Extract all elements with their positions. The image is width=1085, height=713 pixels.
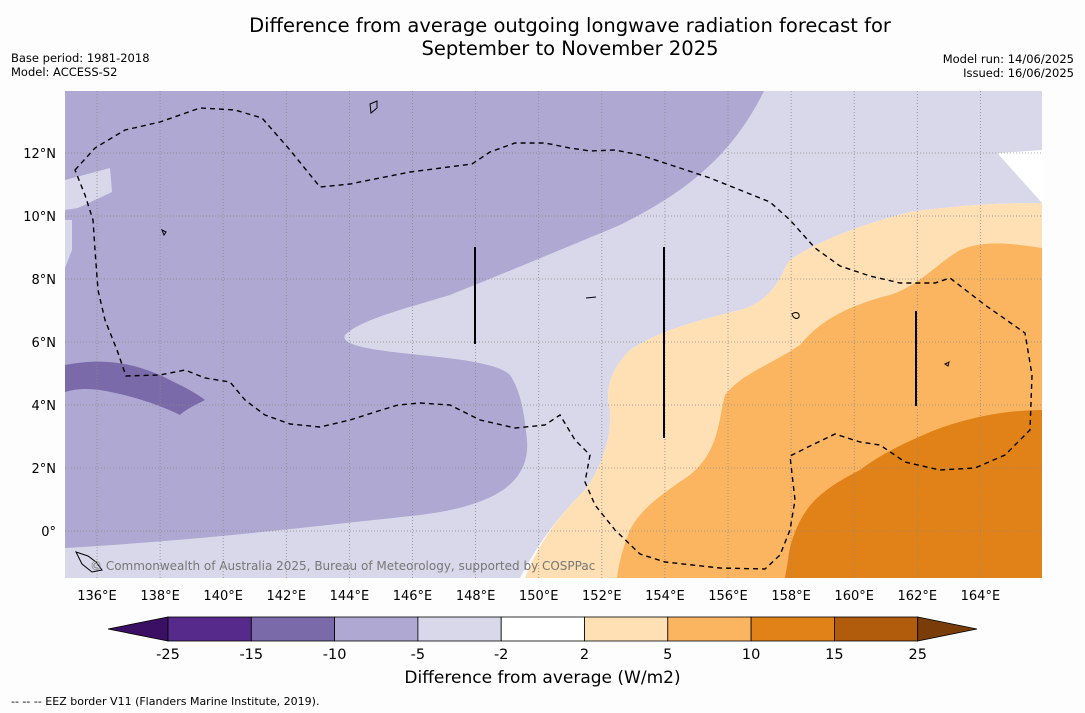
colorbar-segment bbox=[500, 616, 585, 642]
meta-left: Base period: 1981-2018 Model: ACCESS-S2 bbox=[11, 51, 150, 79]
lon-tick-label: 142°E bbox=[267, 589, 307, 604]
colorbar-tick-label: 10 bbox=[742, 647, 760, 663]
lon-tick-label: 158°E bbox=[771, 589, 811, 604]
lon-tick-label: 164°E bbox=[961, 589, 1001, 604]
island-central bbox=[585, 296, 597, 299]
map-title: Difference from average outgoing longwav… bbox=[0, 14, 1085, 60]
region-minus5-east bbox=[900, 91, 1042, 160]
lon-tick-label: 162°E bbox=[898, 589, 938, 604]
colorbar-segment bbox=[750, 616, 835, 642]
region-plus10 bbox=[785, 410, 1042, 578]
colorbar-extend-high bbox=[917, 616, 978, 642]
lon-tick-label: 152°E bbox=[582, 589, 622, 604]
lat-tick-label: 8°N bbox=[32, 273, 57, 288]
colorbar-tick-label: -10 bbox=[323, 647, 347, 663]
region-minus15 bbox=[65, 361, 205, 415]
island-east bbox=[791, 312, 800, 319]
colorbar-tick-label: -25 bbox=[156, 647, 180, 663]
lon-tick-label: 160°E bbox=[834, 589, 874, 604]
colorbar-tick-label: 2 bbox=[580, 647, 589, 663]
colorbar-tick-label: -15 bbox=[239, 647, 263, 663]
colorbar-segment bbox=[417, 616, 502, 642]
lon-tick-label: 150°E bbox=[519, 589, 559, 604]
island-southwest bbox=[75, 551, 103, 573]
island-west bbox=[161, 228, 167, 237]
meta-right: Model run: 14/06/2025 Issued: 16/06/2025 bbox=[943, 52, 1074, 80]
lat-tick-label: 12°N bbox=[23, 147, 56, 162]
region-minus5-west-b bbox=[65, 220, 72, 268]
lat-tick-label: 10°N bbox=[23, 210, 56, 225]
base-period: Base period: 1981-2018 bbox=[11, 51, 150, 65]
lon-tick-label: 140°E bbox=[203, 589, 243, 604]
colorbar-segment bbox=[250, 616, 336, 642]
model-run: Model run: 14/06/2025 bbox=[942, 52, 1074, 66]
lon-tick-label: 148°E bbox=[456, 589, 496, 604]
lon-tick-label: 146°E bbox=[393, 589, 433, 604]
issued-date: Issued: 16/06/2025 bbox=[963, 66, 1074, 80]
lat-tick-label: 2°N bbox=[32, 462, 57, 477]
longitude-labels: 136°E 138°E 140°E 142°E 144°E 146°E 148°E 150°E… bbox=[77, 589, 1000, 604]
colorbar-segment bbox=[834, 616, 919, 642]
colorbar-tick-label: 15 bbox=[825, 647, 843, 663]
lon-tick-label: 154°E bbox=[645, 589, 685, 604]
lon-tick-label: 144°E bbox=[330, 589, 370, 604]
colorbar-tick-label: 25 bbox=[908, 647, 926, 663]
copyright-text: © Commonwealth of Australia 2025, Bureau… bbox=[90, 559, 595, 573]
colorbar-tick-label: 5 bbox=[663, 647, 672, 663]
lon-tick-label: 138°E bbox=[140, 589, 180, 604]
map-plot-area: © Commonwealth of Australia 2025, Bureau… bbox=[65, 91, 1042, 578]
colorbar-tick-label: -2 bbox=[494, 647, 508, 663]
island-far-east bbox=[944, 361, 950, 367]
model-name: Model: ACCESS-S2 bbox=[11, 65, 118, 79]
colorbar-segment bbox=[334, 616, 419, 642]
colorbar-tick-label: -5 bbox=[411, 647, 425, 663]
colorbar-segment bbox=[667, 616, 752, 642]
colorbar: -25 -15 -10 -5 -2 2 5 10 15 25 bbox=[107, 616, 978, 663]
title-line-2: September to November 2025 bbox=[421, 37, 719, 60]
lon-tick-label: 156°E bbox=[708, 589, 748, 604]
island-north bbox=[369, 100, 378, 114]
islands bbox=[75, 100, 950, 573]
title-line-1: Difference from average outgoing longwav… bbox=[249, 14, 891, 37]
footnote: -- -- -- EEZ border V11 (Flanders Marine… bbox=[11, 695, 320, 708]
marker-bars bbox=[474, 247, 917, 438]
lat-tick-label: 4°N bbox=[32, 399, 57, 414]
colorbar-label: Difference from average (W/m2) bbox=[404, 668, 681, 688]
colorbar-segment bbox=[167, 616, 252, 642]
lon-tick-label: 136°E bbox=[77, 589, 117, 604]
colorbar-segment bbox=[584, 616, 669, 642]
lat-tick-label: 0° bbox=[41, 525, 56, 540]
gridlines bbox=[65, 91, 1042, 578]
region-minus5-west-a bbox=[65, 168, 112, 210]
colorbar-extend-low bbox=[107, 616, 169, 642]
lat-tick-label: 6°N bbox=[32, 336, 57, 351]
latitude-labels: 12°N 10°N 8°N 6°N 4°N 2°N 0° bbox=[23, 147, 56, 540]
